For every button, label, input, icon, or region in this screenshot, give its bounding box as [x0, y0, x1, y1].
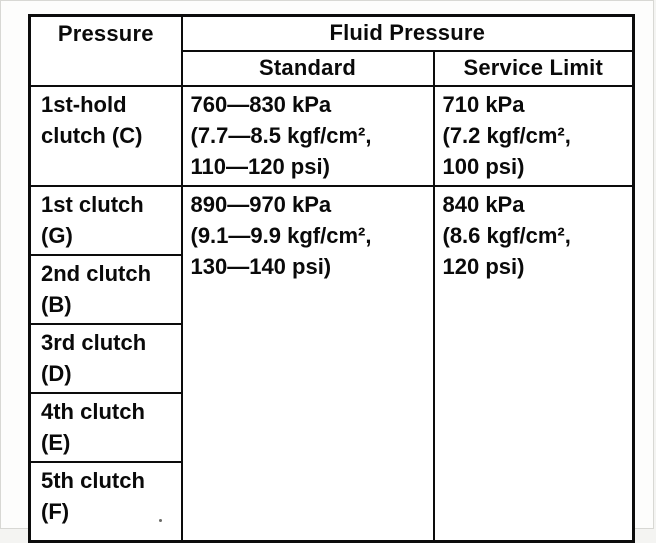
standard-value-1st-hold-clutch: 760—830 kPa (7.7—8.5 kgf/cm², 110—120 ps… [180, 85, 435, 187]
table-row: 3rd clutch (D) [28, 323, 634, 394]
table-row: 4th clutch (E) [28, 392, 634, 463]
row-label-3rd-clutch: 3rd clutch (D) [28, 323, 183, 394]
header-standard: Standard [180, 50, 435, 87]
table-row: 1st clutch (G) 890—970 kPa (9.1—9.9 kgf/… [28, 185, 635, 542]
row-label-1st-hold-clutch: 1st-hold clutch (C) [28, 85, 183, 187]
service-limit-value-shared-clutches: 840 kPa (8.6 kgf/cm², 120 psi) [432, 185, 635, 542]
header-fluid-pressure: Fluid Pressure [180, 14, 635, 52]
header-pressure: Pressure [28, 14, 183, 87]
row-label-4th-clutch: 4th clutch (E) [28, 392, 183, 463]
table-row: 2nd clutch (B) [28, 254, 634, 325]
header-row-1: Pressure Fluid Pressure [28, 14, 635, 87]
header-service-limit: Service Limit [432, 50, 635, 87]
row-label-2nd-clutch: 2nd clutch (B) [28, 254, 183, 325]
fluid-pressure-spec-table: Pressure Fluid Pressure Standard Service… [28, 14, 636, 543]
service-limit-value-1st-hold-clutch: 710 kPa (7.2 kgf/cm², 100 psi) [432, 85, 635, 187]
table-row: 1st-hold clutch (C) 760—830 kPa (7.7—8.5… [28, 85, 635, 187]
standard-value-shared-clutches: 890—970 kPa (9.1—9.9 kgf/cm², 130—140 ps… [180, 185, 435, 542]
row-label-5th-clutch: 5th clutch (F) [28, 461, 183, 542]
table-row: 5th clutch (F) [28, 461, 634, 542]
header-row-2: Standard Service Limit [30, 50, 635, 87]
row-label-1st-clutch: 1st clutch (G) [28, 185, 183, 256]
scan-artifact-dot [159, 519, 162, 522]
